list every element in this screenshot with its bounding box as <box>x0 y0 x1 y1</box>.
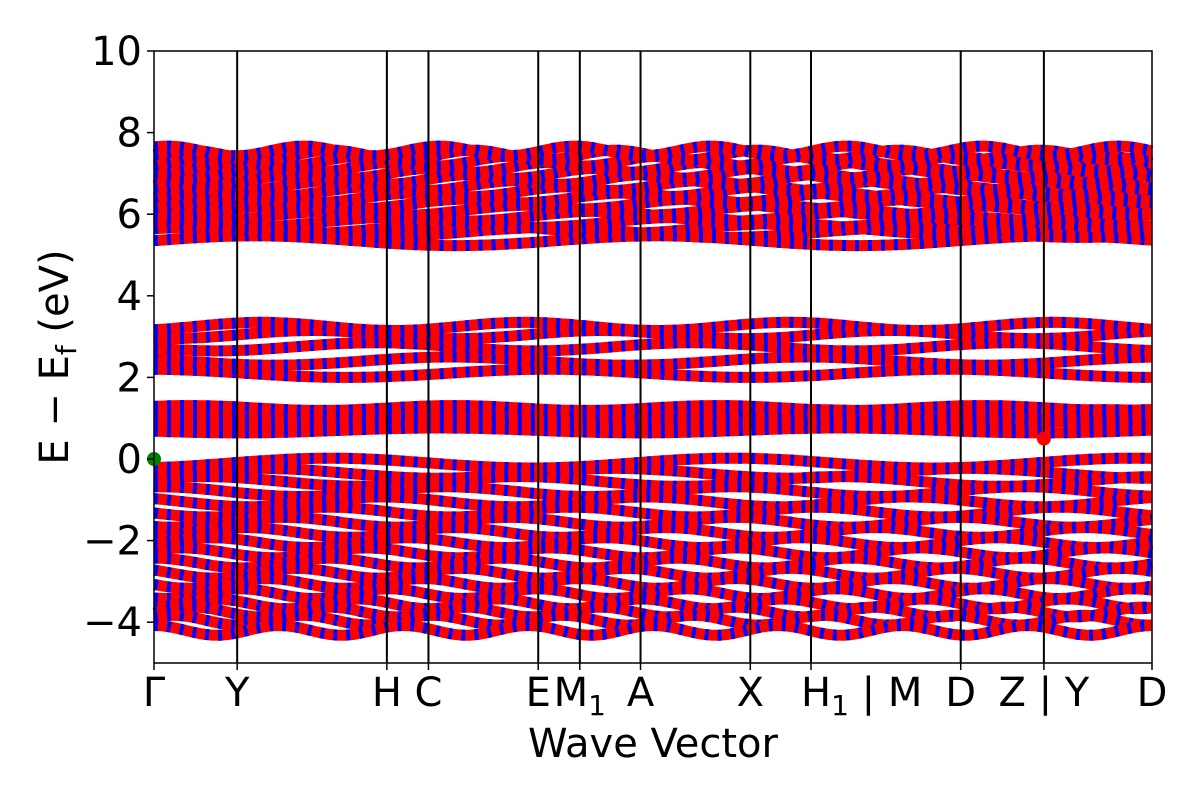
band-line-spin-down <box>153 337 1153 357</box>
x-tick-label: Z | Y <box>999 670 1090 716</box>
band-line-spin-down <box>153 552 1153 574</box>
x-tick-label: C <box>414 670 442 716</box>
y-tick-label: 4 <box>117 274 142 320</box>
band-line-spin-down <box>153 400 1153 416</box>
y-axis-label-unit: (eV) <box>32 249 78 345</box>
y-axis-label: E − Ef (eV) <box>32 249 83 464</box>
x-axis-label: Wave Vector <box>528 721 779 767</box>
x-tick-label: M1 <box>554 670 606 722</box>
plot-frame <box>153 50 1153 664</box>
band-line-spin-down <box>153 316 1153 337</box>
band-line-spin-up <box>153 351 1153 371</box>
x-tick-label: Γ <box>143 670 166 716</box>
band-line-spin-up <box>153 325 1153 345</box>
cbm-marker <box>1036 431 1051 446</box>
bands-layer <box>152 140 1154 641</box>
x-tick-label: D <box>1137 670 1168 716</box>
x-tick-label: D <box>945 670 976 716</box>
y-tick-label: 6 <box>117 192 142 238</box>
y-axis-label-sub: f <box>50 344 83 355</box>
band-line-spin-down <box>153 140 1154 162</box>
band-line-spin-down <box>154 156 1153 178</box>
band-line-spin-down <box>153 583 1153 605</box>
band-line-spin-up <box>153 511 1153 533</box>
x-tick-label: Y <box>224 670 250 716</box>
extrema-markers <box>147 431 1051 466</box>
y-tick-label: 8 <box>117 111 142 157</box>
band-line-spin-down <box>153 532 1153 554</box>
x-tick-label: H <box>372 670 402 716</box>
band-line-spin-up <box>154 481 1153 502</box>
band-line-spin-down <box>152 601 1153 623</box>
band-line-spin-up <box>153 230 1153 252</box>
band-line-spin-up <box>153 422 1153 439</box>
band-line-spin-up <box>153 400 1153 416</box>
y-tick-label: 10 <box>91 29 142 75</box>
band-line-spin-up <box>153 462 1152 484</box>
y-axis-label-main: E − E <box>32 355 78 465</box>
x-tick-label: H1 | M <box>801 670 922 722</box>
band-line-spin-up <box>153 404 1153 420</box>
x-tick-label: A <box>627 670 655 716</box>
kpoint-divider-lines <box>236 51 1045 663</box>
x-tick-label: E <box>526 670 551 716</box>
band-line-spin-up <box>153 205 1153 227</box>
y-tick-label: 2 <box>117 355 142 401</box>
y-axis-ticks: −4 −2 0 2 4 6 8 10 <box>83 29 154 646</box>
band-line-spin-up <box>153 416 1153 433</box>
band-line-spin-down <box>153 562 1153 584</box>
y-tick-label: −4 <box>83 600 142 646</box>
band-line-spin-up <box>153 193 1153 215</box>
band-line-spin-up <box>153 218 1153 239</box>
y-tick-label: 0 <box>117 437 142 483</box>
band-line-spin-down <box>153 462 1152 484</box>
band-line-spin-up <box>153 337 1153 357</box>
band-line-spin-up <box>153 316 1153 337</box>
y-tick-label: −2 <box>83 519 142 565</box>
band-line-spin-up <box>153 491 1153 513</box>
band-line-spin-down <box>153 351 1153 371</box>
x-axis-ticks: Γ Y H C E M1 A X H1 | M D Z | Y D <box>143 663 1168 722</box>
x-tick-label: X <box>737 670 764 716</box>
band-line-spin-down <box>153 619 1153 641</box>
